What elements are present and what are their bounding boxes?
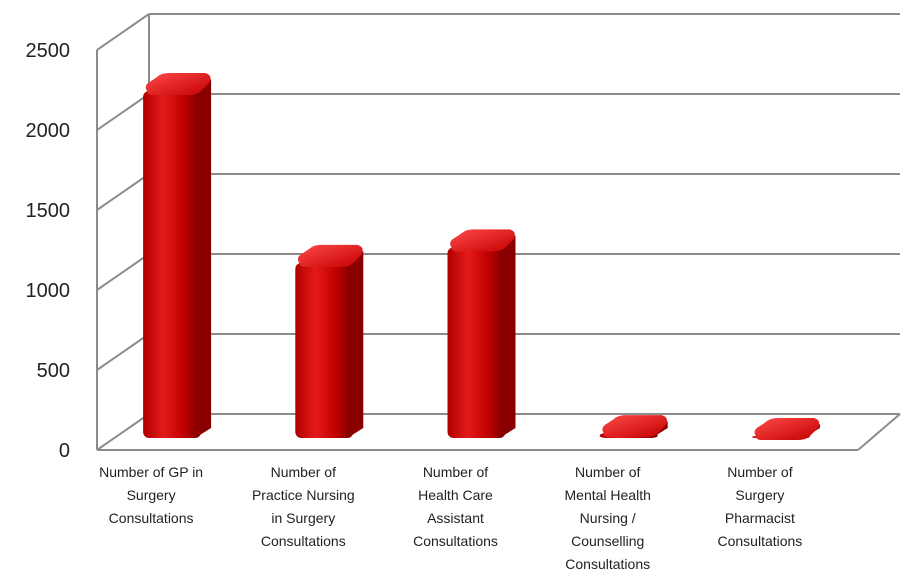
x-tick-label-line: Nursing /	[580, 510, 636, 526]
y-tick-label: 0	[59, 440, 70, 462]
x-tick-label-line: Mental Health	[565, 487, 651, 503]
y-tick-label: 1000	[26, 280, 71, 302]
x-tick-label-line: Number of	[423, 464, 488, 480]
gridline-diagonal	[96, 13, 150, 51]
x-tick-label: Number of Practice Nursing in Surgery Consu…	[252, 464, 355, 549]
bar-cap	[602, 415, 668, 438]
y-tick-label: 500	[37, 360, 70, 382]
y-tick-label: 2000	[26, 120, 71, 142]
gridlines	[96, 13, 900, 451]
x-tick-label: Number of Health Care Assistant Consultatio…	[413, 464, 498, 549]
x-tick-label-line: Number of	[727, 464, 792, 480]
gridline-diagonal	[96, 413, 150, 451]
x-tick-label-line: Consultations	[109, 510, 194, 526]
x-tick-label-line: Consultations	[413, 533, 498, 549]
gridline-diagonal	[96, 253, 150, 291]
bar-side	[499, 235, 516, 438]
bar-cap	[450, 229, 515, 252]
bar-cap	[145, 73, 211, 95]
x-tick-label-line: Number of GP in	[99, 464, 203, 480]
x-tick-label-line: Pharmacist	[725, 510, 795, 526]
bar-side	[347, 250, 364, 438]
x-tick-label-line: Consultations	[717, 533, 802, 549]
bar	[295, 244, 364, 438]
bar	[447, 229, 516, 438]
x-tick-label-line: Number of	[575, 464, 640, 480]
bar	[751, 418, 820, 440]
x-tick-label-line: Consultations	[261, 533, 346, 549]
y-tick-label: 1500	[26, 200, 71, 222]
bar-cap	[297, 244, 363, 267]
x-tick-label: Number of GP in Surgery Consultations	[99, 464, 203, 526]
bar-cap	[754, 418, 820, 440]
x-tick-label-line: in Surgery	[271, 510, 335, 526]
x-axis-depth	[857, 413, 901, 451]
gridline-diagonal	[96, 93, 150, 131]
bar-side	[195, 79, 212, 438]
bar-body	[447, 247, 506, 438]
gridline-diagonal	[96, 173, 150, 211]
x-tick-label-line: Counselling	[571, 533, 644, 549]
x-tick-label-line: Assistant	[427, 510, 484, 526]
y-axis-ticks: 0 500 1000 1500 2000 2500	[26, 40, 71, 462]
y-tick-label: 2500	[26, 40, 71, 62]
bar-body	[143, 91, 202, 438]
x-tick-label-line: Number of	[271, 464, 336, 480]
x-axis-labels: Number of GP in Surgery ConsultationsNumbe…	[99, 464, 802, 571]
x-tick-label-line: Surgery	[735, 487, 784, 503]
bar	[599, 415, 668, 438]
x-tick-label: Number of Mental Health Nursing / Counselli…	[565, 464, 651, 571]
bar	[143, 73, 212, 438]
x-tick-label-line: Practice Nursing	[252, 487, 355, 503]
x-tick-label-line: Surgery	[127, 487, 176, 503]
bar-body	[295, 262, 354, 438]
x-tick-label-line: Health Care	[418, 487, 493, 503]
gridline-diagonal	[96, 333, 150, 371]
bars	[143, 73, 820, 440]
x-tick-label-line: Consultations	[565, 556, 650, 571]
x-tick-label: Number of Surgery Pharmacist Consultations	[717, 464, 802, 549]
